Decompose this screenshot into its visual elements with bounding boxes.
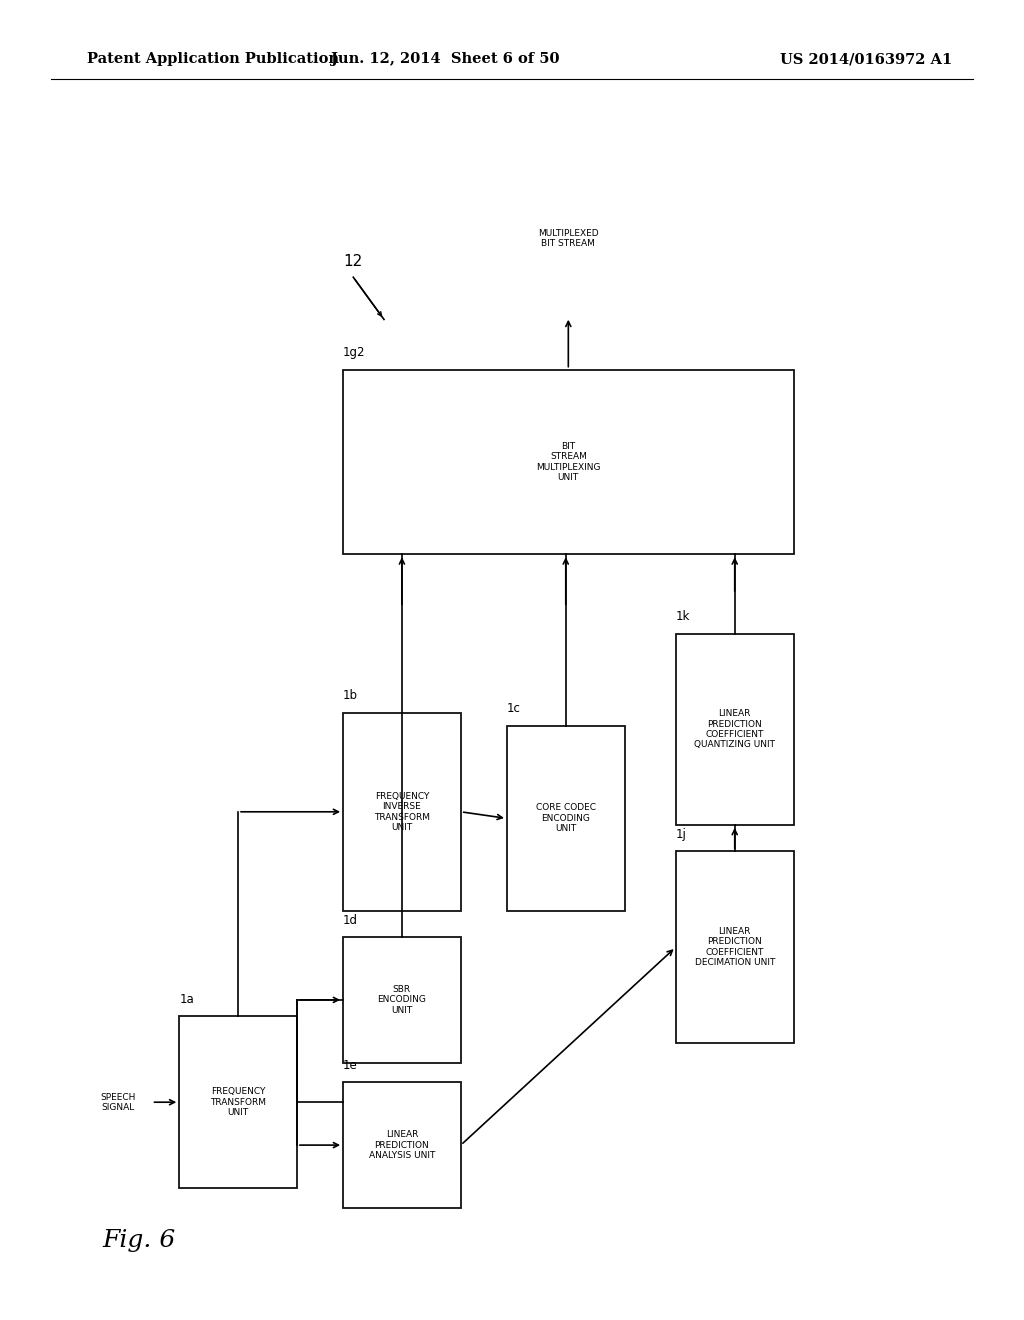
Bar (507, 726, 625, 911)
Text: 1c: 1c (507, 702, 521, 715)
Text: FREQUENCY
INVERSE
TRANSFORM
UNIT: FREQUENCY INVERSE TRANSFORM UNIT (374, 792, 430, 832)
Text: US 2014/0163972 A1: US 2014/0163972 A1 (780, 53, 952, 66)
Text: SBR
ENCODING
UNIT: SBR ENCODING UNIT (378, 985, 426, 1015)
Text: Patent Application Publication: Patent Application Publication (87, 53, 339, 66)
Text: 1g2: 1g2 (343, 346, 366, 359)
Bar (343, 937, 461, 1063)
Text: Fig. 6: Fig. 6 (102, 1229, 176, 1253)
Text: 1k: 1k (676, 610, 690, 623)
Text: FREQUENCY
TRANSFORM
UNIT: FREQUENCY TRANSFORM UNIT (210, 1088, 266, 1117)
Text: BIT
STREAM
MULTIPLEXING
UNIT: BIT STREAM MULTIPLEXING UNIT (537, 442, 600, 482)
Text: 1j: 1j (676, 828, 687, 841)
Text: SPEECH
SIGNAL: SPEECH SIGNAL (100, 1093, 135, 1111)
Text: Jun. 12, 2014  Sheet 6 of 50: Jun. 12, 2014 Sheet 6 of 50 (331, 53, 560, 66)
Text: LINEAR
PREDICTION
COEFFICIENT
QUANTIZING UNIT: LINEAR PREDICTION COEFFICIENT QUANTIZING… (694, 709, 775, 750)
Text: 1d: 1d (343, 913, 358, 927)
Text: 1e: 1e (343, 1059, 357, 1072)
Text: LINEAR
PREDICTION
ANALYSIS UNIT: LINEAR PREDICTION ANALYSIS UNIT (369, 1130, 435, 1160)
Bar (343, 713, 461, 911)
Text: 1b: 1b (343, 689, 358, 702)
Text: 12: 12 (343, 255, 362, 269)
Bar (343, 1082, 461, 1208)
Bar (676, 851, 794, 1043)
Text: 1a: 1a (179, 993, 194, 1006)
Bar (343, 370, 794, 554)
Text: CORE CODEC
ENCODING
UNIT: CORE CODEC ENCODING UNIT (536, 804, 596, 833)
Bar (179, 1016, 297, 1188)
Bar (676, 634, 794, 825)
Text: MULTIPLEXED
BIT STREAM: MULTIPLEXED BIT STREAM (538, 228, 599, 248)
Text: LINEAR
PREDICTION
COEFFICIENT
DECIMATION UNIT: LINEAR PREDICTION COEFFICIENT DECIMATION… (694, 927, 775, 968)
